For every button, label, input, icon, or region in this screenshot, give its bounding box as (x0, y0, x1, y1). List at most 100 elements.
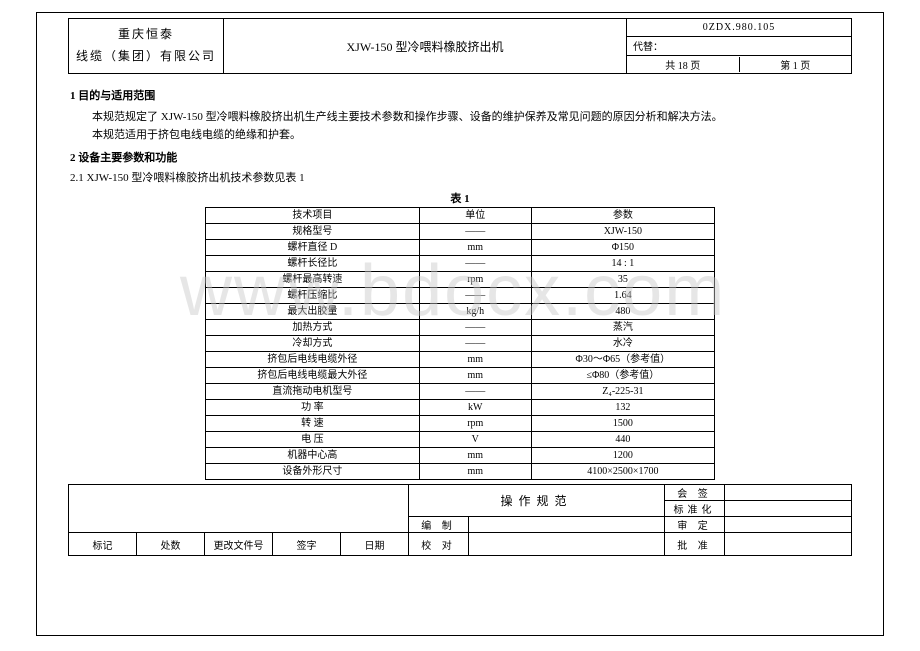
table-cell: —— (419, 320, 531, 336)
table-cell: 蒸汽 (531, 320, 714, 336)
table-cell: Φ150 (531, 240, 714, 256)
footer-bot-right: 批 准 (665, 533, 851, 555)
table-cell: 直流拖动电机型号 (206, 384, 420, 400)
section-2-title: 2 设备主要参数和功能 (70, 150, 850, 167)
col-unit: 单位 (419, 208, 531, 224)
table-cell: —— (419, 336, 531, 352)
table-cell: ≤Φ80（参考值） (531, 368, 714, 384)
table-cell: 挤包后电线电缆最大外径 (206, 368, 420, 384)
table-cell: 440 (531, 432, 714, 448)
table-cell: 转 速 (206, 416, 420, 432)
rev-count: 处数 (137, 533, 205, 555)
header-block: 重庆恒泰 线缆（集团）有限公司 XJW-150 型冷喂料橡胶挤出机 0ZDX.9… (68, 18, 852, 74)
footer-title: 操作规范 (409, 485, 664, 516)
footer-block: 操作规范 编 制 会 签 标准化 审 定 标记 处数 更改文件号 签字 日期 (68, 484, 852, 556)
table-cell: 机器中心高 (206, 448, 420, 464)
company-line1: 重庆恒泰 (69, 24, 223, 46)
section-1-title: 1 目的与适用范围 (70, 88, 850, 105)
table-cell: Φ30～Φ65（参考值） (531, 352, 714, 368)
table-row: 直流拖动电机型号——Z₄-225-31 (206, 384, 715, 400)
table-cell: kW (419, 400, 531, 416)
section-1-p1: 本规范规定了 XJW-150 型冷喂料橡胶挤出机生产线主要技术参数和操作步骤、设… (92, 109, 850, 126)
table-cell: 电 压 (206, 432, 420, 448)
table-cell: rpm (419, 272, 531, 288)
table-cell: 1.64 (531, 288, 714, 304)
table-caption: 表 1 (70, 191, 850, 208)
pages-total: 共 18 页 (627, 57, 740, 72)
footer-top-left (69, 485, 409, 532)
table-cell: 功 率 (206, 400, 420, 416)
table-cell: mm (419, 368, 531, 384)
review: 审 定 (665, 517, 725, 532)
table-cell: 螺杆长径比 (206, 256, 420, 272)
company-name: 重庆恒泰 线缆（集团）有限公司 (69, 19, 224, 73)
footer-top: 操作规范 编 制 会 签 标准化 审 定 (69, 485, 851, 532)
table-cell: rpm (419, 416, 531, 432)
table-row: 功 率kW132 (206, 400, 715, 416)
table-cell: 加热方式 (206, 320, 420, 336)
table-cell: 冷却方式 (206, 336, 420, 352)
table-cell: —— (419, 384, 531, 400)
table-row: 螺杆长径比——14 : 1 (206, 256, 715, 272)
table-cell: 水冷 (531, 336, 714, 352)
rev-sign: 签字 (273, 533, 341, 555)
table-cell: mm (419, 240, 531, 256)
sign-off: 会 签 (665, 485, 725, 500)
spec-table: 技术项目 单位 参数 规格型号——XJW-150螺杆直径 DmmΦ150螺杆长径… (205, 207, 715, 480)
doc-title: XJW-150 型冷喂料橡胶挤出机 (224, 19, 627, 73)
doc-sub: 代替： (627, 36, 851, 54)
table-cell: 1200 (531, 448, 714, 464)
revision-row: 标记 处数 更改文件号 签字 日期 (69, 533, 409, 555)
table-cell: —— (419, 288, 531, 304)
table-cell: 1500 (531, 416, 714, 432)
pages-current: 第 1 页 (740, 57, 852, 72)
table-cell: mm (419, 352, 531, 368)
page-frame: 重庆恒泰 线缆（集团）有限公司 XJW-150 型冷喂料橡胶挤出机 0ZDX.9… (68, 18, 852, 630)
table-cell: kg/h (419, 304, 531, 320)
table-row: 螺杆最高转速rpm35 (206, 272, 715, 288)
table-cell: 132 (531, 400, 714, 416)
footer-mid: 操作规范 编 制 (409, 485, 665, 532)
table-cell: 4100×2500×1700 (531, 464, 714, 480)
table-cell: —— (419, 256, 531, 272)
table-cell: 规格型号 (206, 224, 420, 240)
table-cell: 螺杆直径 D (206, 240, 420, 256)
table-cell: 螺杆最高转速 (206, 272, 420, 288)
footer-bot-mid: 校 对 (409, 533, 665, 555)
table-row: 加热方式——蒸汽 (206, 320, 715, 336)
table-row: 机器中心高mm1200 (206, 448, 715, 464)
table-cell: —— (419, 224, 531, 240)
table-header-row: 技术项目 单位 参数 (206, 208, 715, 224)
table-cell: V (419, 432, 531, 448)
doc-pages: 共 18 页 第 1 页 (627, 55, 851, 73)
col-item: 技术项目 (206, 208, 420, 224)
section-2-1: 2.1 XJW-150 型冷喂料橡胶挤出机技术参数见表 1 (70, 170, 850, 187)
section-1-p2: 本规范适用于挤包电线电缆的绝缘和护套。 (92, 127, 850, 144)
table-cell: 最大出胶量 (206, 304, 420, 320)
table-row: 电 压V440 (206, 432, 715, 448)
rev-date: 日期 (341, 533, 408, 555)
table-cell: XJW-150 (531, 224, 714, 240)
table-row: 螺杆压缩比——1.64 (206, 288, 715, 304)
table-row: 挤包后电线电缆外径mmΦ30～Φ65（参考值） (206, 352, 715, 368)
table-cell: mm (419, 464, 531, 480)
standardize: 标准化 (665, 501, 725, 516)
table-row: 冷却方式——水冷 (206, 336, 715, 352)
table-cell: 螺杆压缩比 (206, 288, 420, 304)
doc-meta: 0ZDX.980.105 代替： 共 18 页 第 1 页 (627, 19, 851, 73)
footer-top-right: 会 签 标准化 审 定 (665, 485, 851, 532)
table-cell: 480 (531, 304, 714, 320)
table-row: 挤包后电线电缆最大外径mm≤Φ80（参考值） (206, 368, 715, 384)
company-line2: 线缆（集团）有限公司 (69, 46, 223, 68)
proofread: 校 对 (409, 533, 469, 555)
doc-number: 0ZDX.980.105 (627, 19, 851, 36)
table-cell: 35 (531, 272, 714, 288)
table-cell: mm (419, 448, 531, 464)
table-row: 螺杆直径 DmmΦ150 (206, 240, 715, 256)
table-row: 最大出胶量kg/h480 (206, 304, 715, 320)
table-cell: 14 : 1 (531, 256, 714, 272)
table-cell: 挤包后电线电缆外径 (206, 352, 420, 368)
footer-mid-compile-val (469, 517, 664, 532)
footer-bottom: 标记 处数 更改文件号 签字 日期 校 对 批 准 (69, 532, 851, 555)
table-cell: Z₄-225-31 (531, 384, 714, 400)
